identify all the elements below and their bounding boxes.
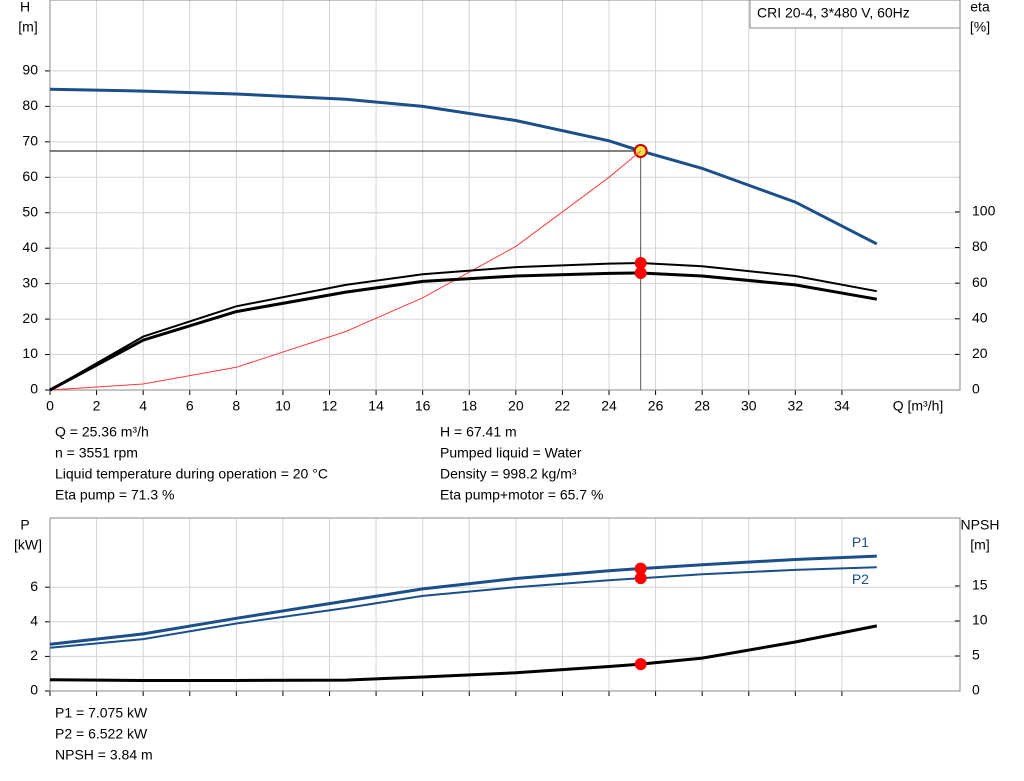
curve [49, 271, 878, 392]
x-tick-label: 24 [601, 398, 617, 414]
x-tick-label: 6 [186, 398, 194, 414]
y2-tick-label: 20 [972, 345, 988, 361]
curve [49, 150, 642, 391]
curve [49, 624, 878, 682]
info-text: P1 = 7.075 kW [55, 705, 148, 721]
x-tick-label: 32 [788, 398, 804, 414]
y-tick-label: 2 [30, 647, 38, 663]
y-tick-label: 6 [30, 578, 38, 594]
plot-frame [49, 0, 961, 391]
legend-label: P1 [852, 534, 869, 550]
x-tick-label: 10 [275, 398, 291, 414]
y-tick-label: 20 [22, 310, 38, 326]
curve [49, 261, 877, 391]
info-text: Eta pump+motor = 65.7 % [440, 487, 603, 503]
info-text: Eta pump = 71.3 % [55, 487, 174, 503]
y-tick-label: 40 [22, 239, 38, 255]
title-box [749, 0, 961, 29]
x-tick-label: 22 [555, 398, 571, 414]
x-tick-label: 14 [368, 398, 384, 414]
x-tick-label: 8 [232, 398, 240, 414]
info-text: Density = 998.2 kg/m³ [440, 466, 577, 482]
chart-title: CRI 20-4, 3*480 V, 60Hz [757, 5, 910, 21]
y2-tick-label: 0 [972, 682, 980, 698]
x-tick-label: 30 [741, 398, 757, 414]
x-tick-label: 0 [46, 398, 54, 414]
duty-point [634, 562, 647, 575]
info-text: Liquid temperature during operation = 20… [55, 466, 328, 482]
y2-tick-label: 0 [972, 381, 980, 397]
y2-tick-label: 60 [972, 274, 988, 290]
y-axis-label: [kW] [14, 537, 42, 553]
info-text: Q = 25.36 m³/h [55, 424, 149, 440]
y2-tick-label: 15 [972, 577, 988, 593]
x-axis-label: Q [m³/h] [893, 398, 944, 414]
curve [49, 554, 877, 646]
plot-frame [49, 517, 961, 692]
duty-point [634, 267, 647, 279]
y-axis-label: H [20, 0, 30, 15]
y2-axis-label: eta [970, 0, 990, 15]
y2-axis-label: NPSH [961, 517, 1000, 533]
curve [49, 87, 878, 246]
x-tick-label: 12 [322, 398, 338, 414]
y-axis-label: [m] [18, 19, 37, 35]
info-text: n = 3551 rpm [55, 445, 138, 461]
y-tick-label: 4 [30, 613, 38, 629]
y2-axis-label: [m] [970, 537, 989, 553]
curve [49, 566, 877, 649]
y-tick-label: 0 [30, 381, 38, 397]
y-tick-label: 70 [22, 133, 38, 149]
info-text: NPSH = 3.84 m [55, 747, 153, 763]
info-text: P2 = 6.522 kW [55, 726, 148, 742]
duty-point [634, 257, 647, 270]
legend-label: P2 [852, 571, 869, 587]
x-tick-label: 28 [694, 398, 710, 414]
y2-axis-label: [%] [970, 19, 990, 35]
duty-point [634, 658, 647, 671]
info-text: H = 67.41 m [440, 424, 517, 440]
y-tick-label: 50 [22, 203, 38, 219]
info-text: Pumped liquid = Water [440, 445, 582, 461]
y-tick-label: 80 [22, 97, 38, 113]
y2-tick-label: 80 [972, 238, 988, 254]
y-tick-label: 10 [22, 345, 38, 361]
y2-tick-label: 40 [972, 309, 988, 325]
x-tick-label: 4 [139, 398, 147, 414]
y-axis-label: P [20, 517, 29, 533]
y2-tick-label: 100 [972, 203, 996, 219]
x-tick-label: 2 [93, 398, 101, 414]
y-tick-label: 90 [22, 62, 38, 78]
x-tick-label: 16 [415, 398, 431, 414]
duty-point [634, 572, 647, 585]
x-tick-label: 18 [461, 398, 477, 414]
x-tick-label: 20 [508, 398, 524, 414]
y2-tick-label: 5 [972, 647, 980, 663]
x-tick-label: 34 [834, 398, 850, 414]
y-tick-label: 0 [30, 682, 38, 698]
y-tick-label: 60 [22, 168, 38, 184]
y2-tick-label: 10 [972, 612, 988, 628]
y-tick-label: 30 [22, 274, 38, 290]
x-tick-label: 26 [648, 398, 664, 414]
